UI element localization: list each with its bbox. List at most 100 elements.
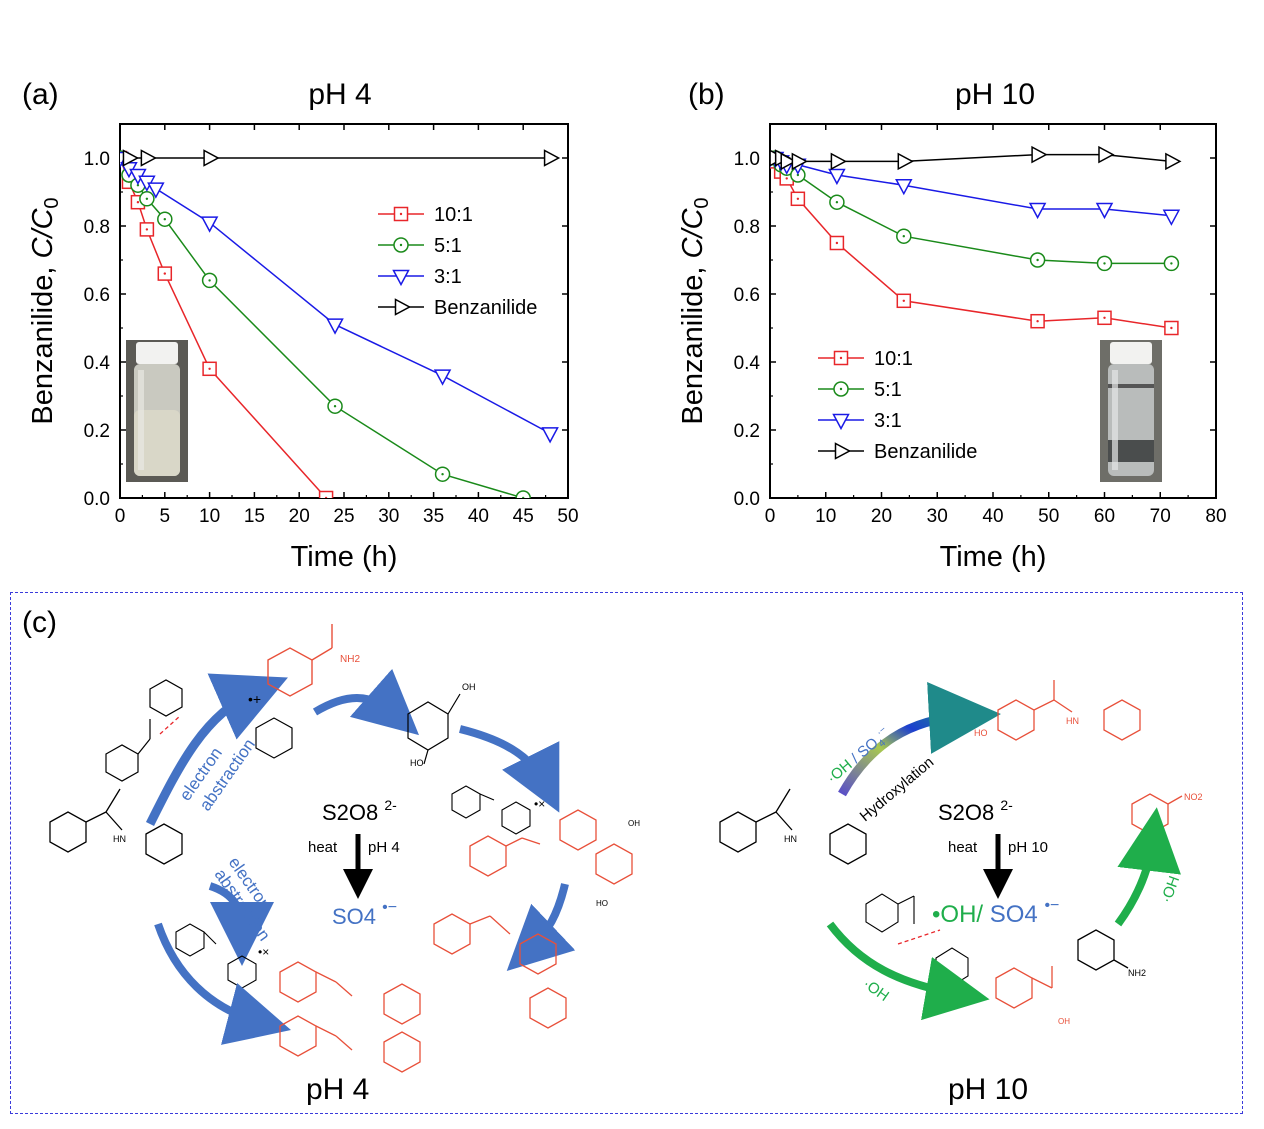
cond-heat-left: heat	[308, 839, 338, 856]
oxidant-left: S2O8 2-	[322, 797, 397, 825]
label-oh-bottom: ·OH	[860, 975, 892, 1005]
benzanilide-structure-left	[49, 788, 183, 865]
dimer-product	[279, 961, 421, 1073]
chart-b-ylabel: Benzanilide, C/C0	[677, 197, 713, 424]
chart-b-legend-marker-3	[834, 442, 852, 460]
radical-mark-right: •×	[534, 797, 545, 811]
chart-b-point-3-7	[1031, 145, 1048, 164]
radical-so4-left: SO4 •−	[332, 899, 397, 929]
chart-a-point-1-8	[515, 490, 531, 498]
chart-b-point-3-5	[830, 152, 847, 171]
chart-a-point-1-4-dot	[163, 218, 166, 221]
phenol-radical	[407, 693, 461, 765]
chart-b-xtick-label-7: 70	[1150, 506, 1171, 527]
chart-a-point-3-3	[543, 149, 561, 167]
chart-b-xtick-label-6: 60	[1094, 506, 1115, 527]
chart-b-series-3	[770, 145, 1182, 171]
chart-a-point-2-8	[541, 427, 559, 444]
chart-a: 0 5 10 15 20 25 30 35 40 45 50 0.0 0.2 0.4 0.6 0.8 1.0 Ti…	[27, 123, 579, 573]
chart-a-point-1-5-dot	[208, 279, 211, 282]
chart-b-point-1-7-dot	[1036, 258, 1039, 262]
chart-a-xtick-label-6: 30	[378, 506, 399, 527]
chart-a-xlabel: Time (h)	[291, 541, 398, 573]
chart-a-point-1-7-dot	[441, 473, 444, 476]
chart-a-xtick-label-10: 50	[557, 506, 578, 527]
chart-a-xtick-label-9: 45	[513, 506, 534, 527]
chart-a-series-2	[120, 151, 559, 444]
chart-a-point-0-4-dot	[163, 272, 166, 275]
oh-label-benzoic: OH	[1058, 1017, 1070, 1026]
chart-a-xtick-label-1: 5	[160, 506, 171, 527]
chart-a-legend-marker-3	[394, 298, 412, 316]
chart-a-xtick-label-2: 10	[199, 506, 220, 527]
chart-b-point-0-9-dot	[1170, 326, 1173, 330]
chart-b-ytick-label-3: 0.6	[734, 285, 760, 306]
ho-label-right: HO	[974, 728, 988, 738]
arrow-to-phenol	[312, 668, 420, 736]
chart-a-point-0-5-dot	[208, 367, 211, 370]
chart-b-point-2-5	[828, 168, 846, 186]
chart-a-ytick-label-4: 0.8	[84, 217, 110, 238]
benzene-radical-cation	[255, 717, 293, 759]
chart-a-point-1-6-dot	[333, 405, 337, 408]
chart-a-point-1-3-dot	[145, 197, 149, 200]
chart-a-xtick-label-4: 20	[289, 506, 310, 527]
arrow-electron-bottom	[208, 882, 274, 966]
chart-b-ytick-label-0: 0.0	[734, 489, 760, 510]
chart-b-point-0-4-dot	[796, 197, 800, 200]
chart-a-xtick-label-0: 0	[115, 506, 126, 527]
chart-a-legend-marker-1-dot	[399, 243, 403, 247]
chart-a-series-3	[122, 149, 561, 167]
ho-label-phenol: HO	[410, 758, 424, 768]
panel-b-label: (b)	[688, 78, 725, 111]
hydroxy-benzanilide-product	[997, 680, 1141, 741]
footer-right: pH 10	[948, 1073, 1028, 1106]
chart-b-xtick-label-0: 0	[765, 506, 776, 527]
chart-b-point-0-8-dot	[1103, 316, 1106, 319]
radical-mark-bottom: •×	[258, 945, 269, 959]
chart-a-legend-label-1: 5:1	[434, 235, 462, 257]
hn-label-right: HN	[784, 834, 797, 844]
benzanilide-structure-right	[719, 788, 867, 865]
chart-b-point-0-3-dot	[785, 177, 788, 180]
chart-a-point-0-3-dot	[145, 228, 149, 231]
dihydroxy-product	[469, 809, 633, 885]
panel-c-label: (c)	[22, 606, 57, 639]
chart-b-point-2-7	[1028, 202, 1047, 220]
chart-b-legend-label-1: 5:1	[874, 379, 902, 401]
nh2-label-left: NH2	[340, 654, 360, 665]
arrow-to-benzoic	[826, 921, 990, 1021]
chart-a-point-0-2-dot	[136, 201, 140, 204]
chart-b-point-3-8	[1098, 145, 1115, 164]
chart-b-point-3-4	[791, 152, 808, 171]
label-oh-right: ·OH	[1158, 874, 1183, 906]
hn-label-product: HN	[1066, 716, 1079, 726]
aniline-product	[1077, 929, 1129, 971]
arrow-to-dimer	[154, 922, 291, 1045]
chart-b-legend-marker-0-dot	[839, 356, 843, 360]
chart-a-ylabel: Benzanilide, C/C0	[27, 197, 63, 424]
vial-photo-b	[1100, 340, 1162, 482]
no2-label: NO2	[1184, 792, 1203, 802]
chart-b-point-3-3	[780, 152, 797, 171]
chart-a-point-3-2	[203, 149, 220, 167]
chart-b-legend-label-2: 3:1	[874, 410, 902, 432]
chart-a-ytick-label-0: 0.0	[84, 489, 110, 510]
chart-b-point-1-6-dot	[902, 235, 905, 238]
footer-left: pH 4	[306, 1073, 369, 1106]
chart-a-point-3-1	[140, 149, 157, 167]
chart-b-series-2	[770, 151, 1181, 226]
chart-a-point-1-8-dot	[522, 496, 525, 498]
chart-b-xlabel: Time (h)	[940, 541, 1047, 573]
chart-b-point-1-5-dot	[835, 201, 839, 204]
chart-b-point-2-9	[1162, 209, 1181, 226]
arrow-hydroxylation	[838, 682, 1001, 797]
chart-b-point-2-8	[1095, 202, 1114, 220]
chart-b-point-1-4-dot	[796, 173, 800, 177]
reaction-scheme: HN electron abstraction NH2 •+ OH HO •×	[49, 624, 1203, 1106]
chart-b-xtick-label-8: 80	[1205, 506, 1226, 527]
chart-b-point-0-5-dot	[835, 241, 839, 245]
cond-ph-right: pH 10	[1008, 839, 1048, 856]
hn-label-left: HN	[113, 834, 126, 844]
benzamide-product	[267, 624, 333, 697]
